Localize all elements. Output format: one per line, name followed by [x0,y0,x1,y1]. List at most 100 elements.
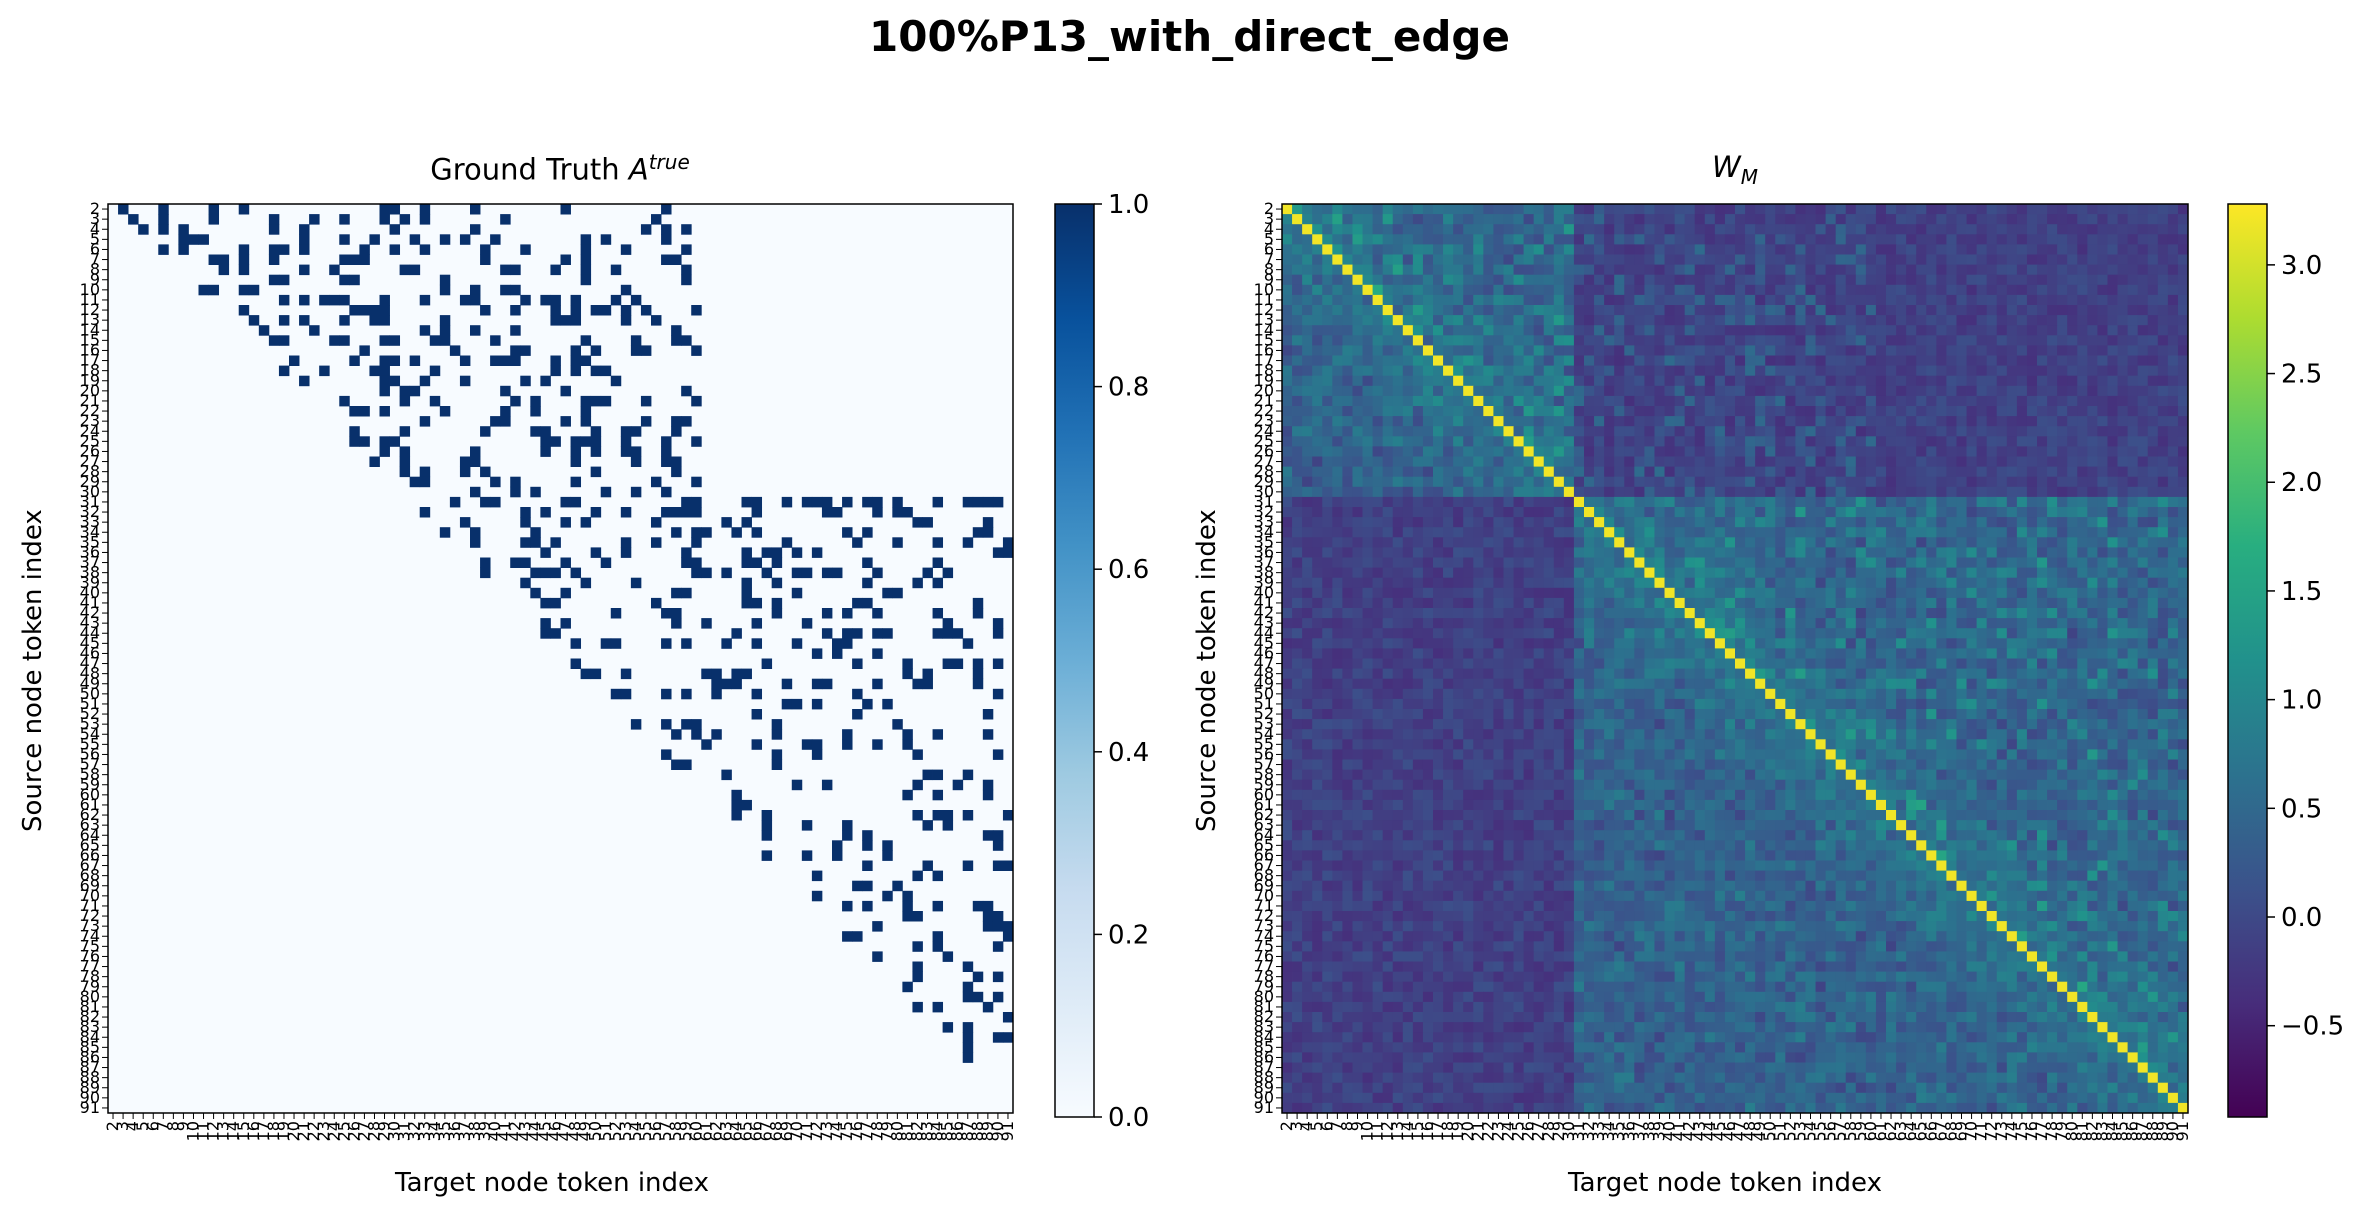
right-cell [1553,648,1565,659]
right-cell [1735,557,1746,568]
right-cell [1664,375,1675,387]
right-cell [2087,335,2098,346]
right-cell [2147,608,2159,619]
left-cell [962,769,974,781]
right-cell [2016,658,2028,669]
right-cell [1926,486,1937,498]
right-cell [1724,608,1736,619]
right-cell [1956,224,1967,235]
right-cell [1865,375,1877,387]
right-cell [1865,567,1877,579]
right-cell [1553,446,1565,457]
left-cell [550,537,561,548]
right-cell [2057,426,2068,437]
right-cell [2057,638,2068,649]
left-cell [379,305,390,316]
right-cell [1543,335,1555,346]
right-cell [2087,486,2098,498]
right-cell [1362,678,1373,690]
right-cell [1614,244,1625,255]
right-cell [1443,426,1454,437]
right-cell [1916,608,1927,619]
right-cell [1684,446,1696,457]
left-cell [852,597,863,609]
right-cell [1805,517,1816,528]
right-cell [2037,214,2048,225]
left-cell [992,911,1004,922]
right-cell [1805,395,1816,407]
right-cell [1443,406,1454,417]
right-cell [2016,466,2028,478]
right-cell [1755,325,1766,336]
right-cell [1422,466,1434,478]
right-cell [1805,406,1816,417]
right-cell [2097,315,2108,326]
right-cell [1493,224,1504,235]
right-cell [1996,264,2008,276]
right-cell [1996,567,2008,579]
right-cell [2016,264,2028,276]
right-cell [2167,608,2179,619]
right-cell [2167,315,2179,326]
right-cell [1523,688,1535,700]
right-cell [2067,294,2078,306]
right-cell [1775,335,1786,346]
right-cell [1342,527,1353,538]
right-cell [1906,608,1917,619]
right-cell [1453,305,1464,316]
right-cell [2047,426,2058,437]
right-cell [1573,244,1585,255]
right-cell [1926,496,1937,508]
right-cell [1513,254,1524,265]
right-cell [2097,446,2108,457]
right-cell [1714,355,1726,366]
right-cell [1916,254,1927,265]
right-cell [1674,446,1686,457]
right-cell [1433,577,1444,589]
right-cell [1433,234,1444,245]
right-cell [1473,385,1484,397]
left-cell [580,264,592,276]
right-cell [2107,557,2118,568]
right-cell [1322,688,1333,700]
right-cell [2097,294,2108,306]
right-cell [1996,668,2008,680]
right-cell [1453,456,1464,467]
right-cell [1594,587,1605,599]
left-cell [721,567,732,579]
right-cell [1785,315,1796,326]
left-cell [671,416,682,427]
right-cell [1735,254,1746,265]
right-cell [2006,224,2018,235]
right-cell [1684,365,1696,377]
right-cell [1704,557,1716,568]
right-cell [2067,587,2078,599]
right-cell [1634,315,1645,326]
right-cell [1553,345,1565,356]
right-cell [1855,264,1867,276]
right-cell [2117,597,2128,609]
right-cell [1956,436,1967,447]
right-cell [1463,315,1474,326]
left-cell [882,840,893,851]
right-cell [2026,406,2038,417]
right-cell [1493,648,1504,659]
right-cell [1473,446,1484,457]
right-cell [1966,254,1977,265]
right-cell [1714,335,1726,346]
right-cell [2047,507,2058,518]
right-cell [1815,426,1826,437]
right-cell [1513,496,1524,508]
right-cell [1433,496,1444,508]
right-cell [1352,547,1363,558]
left-cell [681,759,692,770]
right-cell [1352,284,1363,296]
left-cell [268,274,280,286]
left-cell [510,284,521,296]
right-cell [1352,648,1363,659]
right-cell [1886,375,1897,387]
right-cell [2097,345,2108,356]
right-cell [1644,315,1655,326]
left-cell [691,436,702,447]
left-cell [268,254,280,265]
